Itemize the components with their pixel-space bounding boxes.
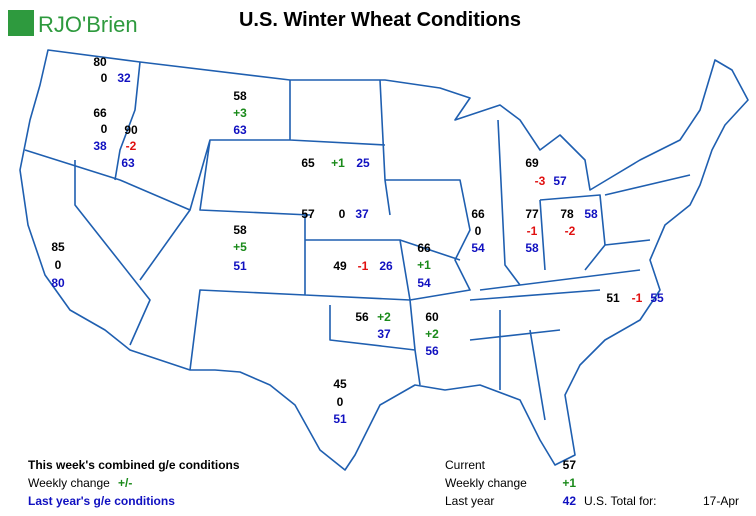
summary-value: 57 bbox=[563, 458, 577, 472]
current-value: 66 bbox=[93, 106, 107, 120]
legend-last-year: Last year's g/e conditions bbox=[28, 494, 175, 508]
current-value: 45 bbox=[333, 377, 347, 391]
current-value: 65 bbox=[301, 156, 315, 170]
last-year-value: 37 bbox=[377, 327, 391, 341]
last-year-value: 37 bbox=[355, 207, 369, 221]
weekly-change: -1 bbox=[358, 259, 369, 273]
legend-change: Weekly change bbox=[28, 476, 110, 490]
summary-value: 42 bbox=[563, 494, 577, 508]
current-value: 77 bbox=[525, 207, 539, 221]
weekly-change: 0 bbox=[337, 395, 344, 409]
weekly-change: -2 bbox=[565, 224, 576, 238]
total-label: U.S. Total for: bbox=[584, 494, 656, 508]
current-value: 78 bbox=[560, 207, 574, 221]
weekly-change: 0 bbox=[101, 122, 108, 136]
weekly-change: +1 bbox=[417, 258, 431, 272]
state-labels: 80 0 32 66 0 38 90 -2 63 58 +3 63 65 +1 25 57 0 37 58 +5 51 8… bbox=[51, 55, 664, 426]
weekly-change: +2 bbox=[377, 310, 391, 324]
weekly-change: +2 bbox=[425, 327, 439, 341]
country-border bbox=[19, 49, 749, 471]
current-value: 51 bbox=[606, 291, 620, 305]
total-date: 17-Apr bbox=[703, 494, 739, 508]
weekly-change: +1 bbox=[331, 156, 345, 170]
weekly-change: 0 bbox=[339, 207, 346, 221]
weekly-change: +5 bbox=[233, 240, 247, 254]
last-year-value: 51 bbox=[333, 412, 347, 426]
weekly-change: 0 bbox=[475, 224, 482, 238]
last-year-value: 55 bbox=[650, 291, 664, 305]
legend-current: This week's combined g/e conditions bbox=[28, 458, 240, 472]
summary-label: Last year bbox=[445, 494, 494, 508]
current-value: 85 bbox=[51, 240, 65, 254]
current-value: 58 bbox=[233, 223, 247, 237]
current-value: 66 bbox=[471, 207, 485, 221]
weekly-change: -1 bbox=[632, 291, 643, 305]
weekly-change: 0 bbox=[101, 71, 108, 85]
current-value: 90 bbox=[124, 123, 138, 137]
current-value: 80 bbox=[93, 55, 107, 69]
summary: U.S. Total for: 17-Apr Current 57 Weekly c… bbox=[445, 458, 739, 508]
legend-change-sign: +/- bbox=[118, 476, 132, 490]
last-year-value: 80 bbox=[51, 276, 65, 290]
weekly-change: -2 bbox=[126, 139, 137, 153]
legend: This week's combined g/e conditions Week… bbox=[28, 458, 240, 508]
current-value: 57 bbox=[301, 207, 315, 221]
current-value: 69 bbox=[525, 156, 539, 170]
current-value: 66 bbox=[417, 241, 431, 255]
last-year-value: 38 bbox=[93, 139, 107, 153]
current-value: 49 bbox=[333, 259, 347, 273]
last-year-value: 58 bbox=[584, 207, 598, 221]
logo-text: RJO'Brien bbox=[38, 12, 138, 37]
last-year-value: 25 bbox=[356, 156, 370, 170]
last-year-value: 32 bbox=[117, 71, 131, 85]
summary-label: Weekly change bbox=[445, 476, 527, 490]
weekly-change: +3 bbox=[233, 106, 247, 120]
title: U.S. Winter Wheat Conditions bbox=[239, 9, 521, 31]
current-value: 58 bbox=[233, 89, 247, 103]
weekly-change: -1 bbox=[527, 224, 538, 238]
logo: RJO'Brien bbox=[8, 10, 138, 37]
current-value: 60 bbox=[425, 310, 439, 324]
current-value: 56 bbox=[355, 310, 369, 324]
last-year-value: 57 bbox=[553, 174, 567, 188]
weekly-change: 0 bbox=[55, 258, 62, 272]
last-year-value: 56 bbox=[425, 344, 439, 358]
us-outline bbox=[19, 49, 749, 471]
last-year-value: 54 bbox=[417, 276, 431, 290]
last-year-value: 51 bbox=[233, 259, 247, 273]
weekly-change: -3 bbox=[535, 174, 546, 188]
summary-value: +1 bbox=[562, 476, 576, 490]
state-lines bbox=[24, 61, 691, 421]
last-year-value: 54 bbox=[471, 241, 485, 255]
last-year-value: 63 bbox=[233, 123, 247, 137]
last-year-value: 26 bbox=[379, 259, 393, 273]
logo-mark bbox=[8, 10, 34, 36]
last-year-value: 63 bbox=[121, 156, 135, 170]
last-year-value: 58 bbox=[525, 241, 539, 255]
summary-label: Current bbox=[445, 458, 486, 472]
